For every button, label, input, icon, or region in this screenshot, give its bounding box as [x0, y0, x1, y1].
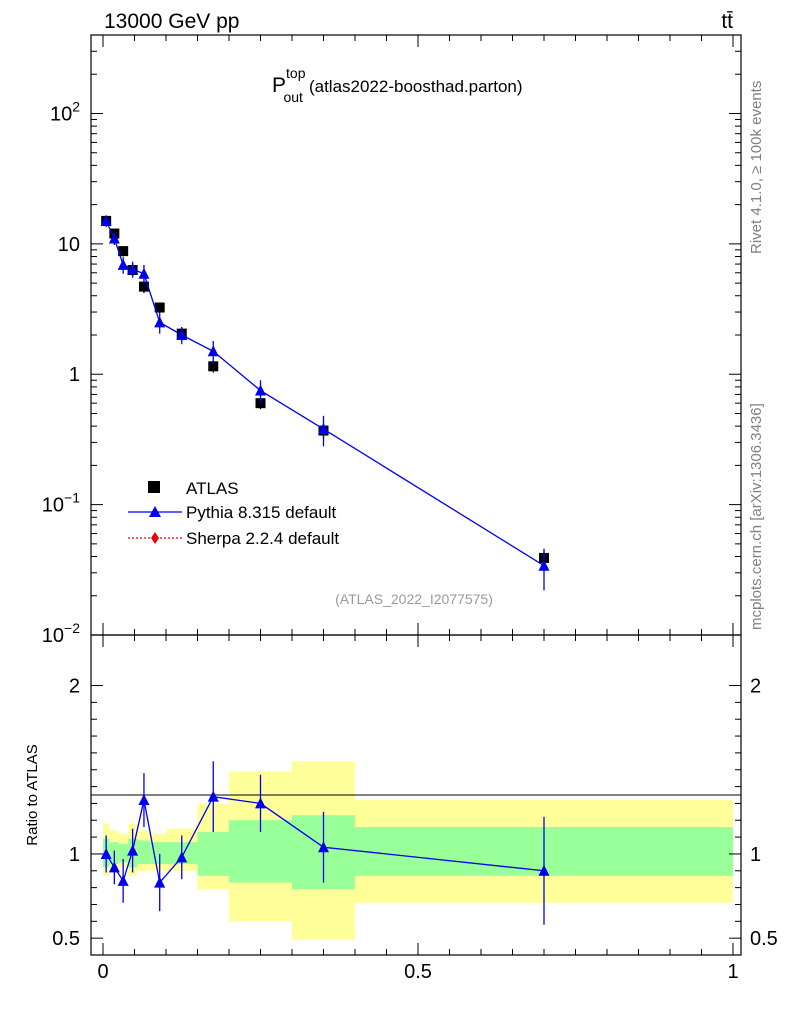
- ratio-y-axis-label: Ratio to ATLAS: [24, 744, 41, 845]
- ratio-point-pythia-8-315-default: [538, 864, 550, 876]
- y-tick-label-exponent: −2: [64, 620, 80, 636]
- analysis-watermark: (ATLAS_2022_I2077575): [335, 591, 493, 607]
- ratio-point-pythia-8-315-default: [117, 874, 129, 886]
- data-point-atlas: [138, 281, 149, 292]
- data-point-pythia-8-315-default: [117, 258, 129, 270]
- ratio-point-pythia-8-315-default: [255, 797, 266, 809]
- legend-marker-sherpa: [151, 532, 159, 544]
- legend-label-atlas: ATLAS: [186, 479, 239, 498]
- plot-title-sub: out: [283, 89, 303, 105]
- data-point-pythia-8-315-default: [318, 423, 329, 435]
- y-tick-label-base: 10: [42, 495, 64, 517]
- rivet-version-label: Rivet 4.1.0, ≥ 100k events: [748, 81, 765, 254]
- y-tick-label-base: 10: [42, 625, 64, 647]
- uncertainty-band-green: [197, 832, 229, 876]
- data-point-atlas: [208, 361, 219, 372]
- y-tick-label-ratio-left: 2: [69, 676, 80, 698]
- legend-marker-atlas: [148, 481, 160, 493]
- data-point-pythia-8-315-default: [127, 263, 139, 275]
- y-tick-label-main: 1: [69, 364, 80, 386]
- ratio-point-pythia-8-315-default: [154, 876, 166, 888]
- energy-label: 13000 GeV pp: [104, 10, 239, 33]
- x-tick-label: 0: [97, 961, 108, 983]
- y-tick-label-ratio-right: 0.5: [750, 928, 778, 950]
- uncertainty-band-green: [118, 843, 129, 863]
- ratio-data-layer: [100, 761, 550, 925]
- mcplots-label: mcplots.cern.ch [arXiv:1306.3436]: [748, 403, 765, 630]
- data-point-pythia-8-315-default: [154, 316, 166, 328]
- y-tick-label-main: 10−1: [42, 490, 80, 517]
- uncertainty-band-green: [150, 842, 166, 865]
- legend-marker-pythia: [149, 506, 161, 517]
- data-point-pythia-8-315-default: [138, 267, 150, 279]
- x-tick-label: 1: [727, 961, 738, 983]
- y-tick-label-ratio-left: 1: [69, 844, 80, 866]
- uncertainty-band-green: [137, 840, 151, 865]
- ratio-bands: [103, 761, 733, 940]
- ratio-point-pythia-8-315-default: [127, 844, 139, 856]
- plot-title: Ptop out (atlas2022-boosthad.parton): [272, 65, 523, 105]
- ratio-point-pythia-8-315-default: [100, 847, 112, 859]
- ratio-point-pythia-8-315-default: [318, 841, 329, 853]
- data-point-pythia-8-315-default: [176, 329, 188, 340]
- data-point-pythia-8-315-default: [207, 345, 219, 357]
- data-point-atlas: [154, 302, 165, 313]
- data-point-atlas: [118, 246, 129, 257]
- y-tick-label-exponent: 2: [72, 98, 80, 114]
- main-data-layer: [100, 214, 550, 591]
- process-label: tt̄: [721, 10, 733, 33]
- data-point-pythia-8-315-default: [100, 214, 112, 226]
- y-tick-label-ratio-right: 2: [750, 676, 761, 698]
- data-point-pythia-8-315-default: [255, 384, 266, 396]
- legend-label-sherpa: Sherpa 2.2.4 default: [186, 529, 339, 548]
- plot-title-sup: top: [286, 65, 306, 81]
- y-tick-label-ratio-left: 0.5: [52, 928, 80, 950]
- y-tick-label-main: 10−2: [42, 620, 80, 647]
- ratio-point-pythia-8-315-default: [108, 861, 120, 873]
- data-point-pythia-8-315-default: [538, 559, 550, 571]
- ratio-point-pythia-8-315-default: [207, 790, 219, 802]
- main-axis-ticks: [91, 34, 741, 636]
- ratio-axis-ticks: [91, 635, 741, 955]
- legend-label-pythia: Pythia 8.315 default: [186, 503, 337, 522]
- ratio-frame: [90, 634, 742, 956]
- legend: ATLAS Pythia 8.315 default Sherpa 2.2.4 …: [128, 479, 339, 548]
- ratio-point-pythia-8-315-default: [176, 851, 188, 863]
- y-tick-label-base: 10: [50, 103, 72, 125]
- ratio-panel: 0.5 0.5 1 1 2 2 0 0.5 1 Ratio to ATLAS: [24, 634, 778, 983]
- plot-title-suffix: (atlas2022-boosthad.parton): [309, 77, 523, 96]
- ratio-point-pythia-8-315-default: [138, 794, 150, 806]
- x-tick-label: 0.5: [404, 961, 432, 983]
- y-tick-label-exponent: −1: [64, 490, 80, 506]
- y-tick-label-ratio-right: 1: [750, 844, 761, 866]
- y-tick-label-main: 102: [50, 98, 80, 125]
- ratio-tick-labels: 0.5 0.5 1 1 2 2 0 0.5 1: [52, 676, 778, 983]
- y-tick-label-main: 10: [58, 234, 80, 256]
- data-point-pythia-8-315-default: [108, 232, 120, 244]
- plot-title-main: P: [272, 74, 286, 97]
